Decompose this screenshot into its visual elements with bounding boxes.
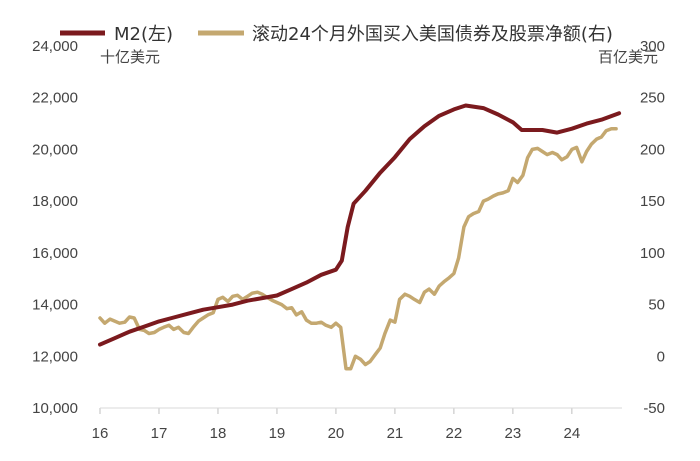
left-tick-label: 10,000 (32, 400, 78, 417)
x-tick-label: 22 (446, 425, 463, 442)
series-layer (98, 103, 622, 371)
series-line-m2 (98, 103, 622, 347)
x-tick-label: 21 (387, 425, 404, 442)
left-tick-label: 24,000 (32, 38, 78, 55)
left-axis-unit: 十亿美元 (100, 48, 160, 66)
x-tick-label: 16 (92, 425, 109, 442)
x-tick-label: 19 (269, 425, 286, 442)
x-tick-label: 24 (564, 425, 581, 442)
x-tick-label: 17 (151, 425, 168, 442)
x-axis: 16 17 18 19 20 21 22 23 24 (92, 408, 581, 442)
right-y-axis: -50 0 50 100 150 200 250 300 (640, 38, 665, 417)
right-tick-label: 50 (648, 297, 665, 314)
right-axis-unit: 百亿美元 (598, 48, 658, 66)
right-tick-label: 200 (640, 141, 665, 158)
left-tick-label: 18,000 (32, 193, 78, 210)
right-tick-label: 0 (657, 348, 665, 365)
right-tick-label: 150 (640, 193, 665, 210)
right-tick-label: 250 (640, 90, 665, 107)
x-tick-label: 18 (210, 425, 227, 442)
left-tick-label: 22,000 (32, 90, 78, 107)
right-tick-label: -50 (643, 400, 665, 417)
legend-label-flows: 滚动24个月外国买入美国债券及股票净额(右) (252, 24, 613, 45)
legend: M2(左) 滚动24个月外国买入美国债券及股票净额(右) (60, 24, 613, 45)
series-line-foreign-flows (98, 126, 618, 371)
right-tick-label: 100 (640, 245, 665, 262)
left-tick-label: 14,000 (32, 297, 78, 314)
left-tick-label: 16,000 (32, 245, 78, 262)
x-tick-label: 23 (505, 425, 522, 442)
left-tick-label: 20,000 (32, 141, 78, 158)
right-tick-label: 300 (640, 38, 665, 55)
legend-label-m2: M2(左) (114, 24, 173, 45)
x-tick-label: 20 (328, 425, 345, 442)
left-y-axis: 10,000 12,000 14,000 16,000 18,000 20,000 22,0… (32, 38, 78, 417)
left-tick-label: 12,000 (32, 348, 78, 365)
